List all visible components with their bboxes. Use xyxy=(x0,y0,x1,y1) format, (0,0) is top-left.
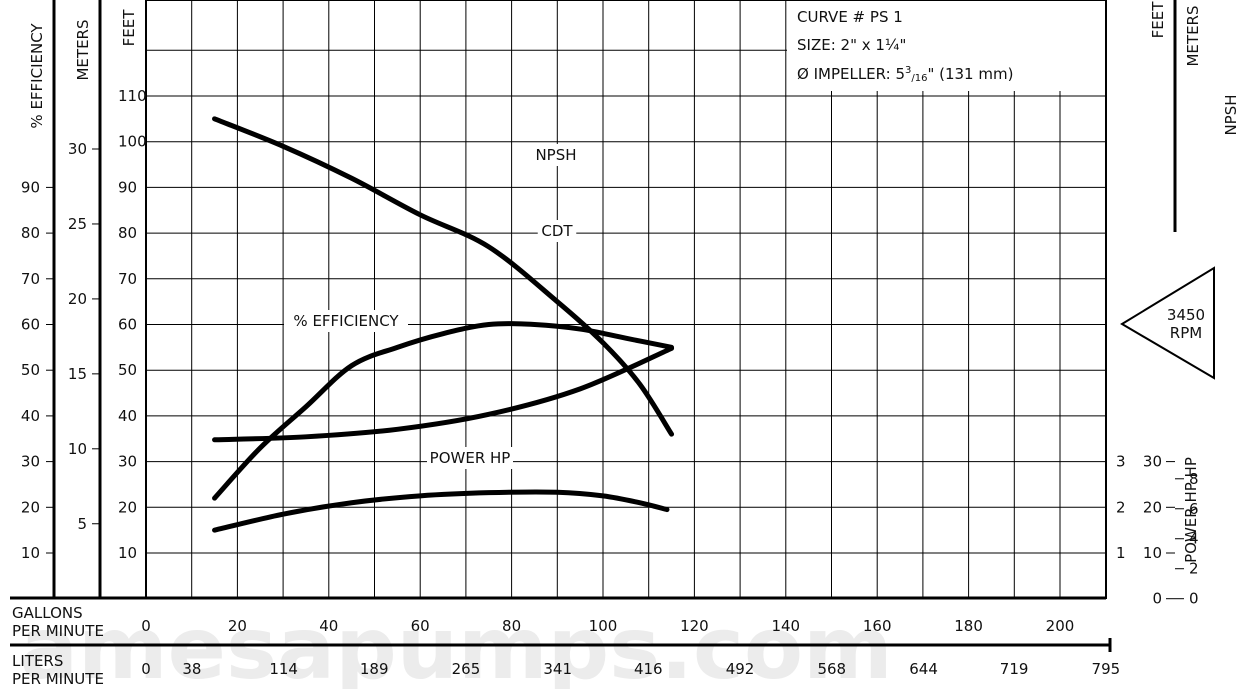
lpm-label-line1: LITERS xyxy=(12,652,63,670)
meters-axis-label: METERS xyxy=(74,19,92,80)
cdt-label: CDT xyxy=(541,222,573,240)
gpm-tick-label: 40 xyxy=(319,617,338,635)
curve-label-bg xyxy=(427,447,513,469)
lpm-tick-label: 416 xyxy=(634,660,663,678)
curve-label-bg xyxy=(532,144,580,166)
feet-tick-label: 90 xyxy=(118,178,137,196)
curves xyxy=(212,116,675,533)
meters-tick-label: 5 xyxy=(77,515,87,533)
npsh-curve xyxy=(212,345,675,443)
npsh-meters-tick-label: 4 xyxy=(1189,530,1199,548)
meters-tick-label: 10 xyxy=(68,440,87,458)
curve-label-bg xyxy=(284,310,408,332)
feet-axis-label: FEET xyxy=(120,9,138,47)
lpm-tick-label: 719 xyxy=(1000,660,1029,678)
feet-tick-label: 100 xyxy=(118,133,147,151)
npsh-meters-tick-label: 2 xyxy=(1189,560,1199,578)
efficiency-tick-label: 70 xyxy=(21,270,40,288)
rpm-unit: RPM xyxy=(1170,324,1202,342)
lpm-tick-label: 795 xyxy=(1092,660,1121,678)
efficiency-axis-label: % EFFICIENCY xyxy=(28,23,46,129)
feet-tick-label: 60 xyxy=(118,316,137,334)
gpm-tick-label: 180 xyxy=(954,617,983,635)
lpm-label-line2: PER MINUTE xyxy=(12,670,104,688)
efficiency-tick-label: 60 xyxy=(21,316,40,334)
meters-tick-label: 25 xyxy=(68,215,87,233)
rpm-triangle xyxy=(1120,266,1215,380)
power-curve-label: POWER HP xyxy=(430,449,511,467)
power-axis-label: POWER HP HP xyxy=(1182,457,1200,563)
feet-tick-label: 50 xyxy=(118,361,137,379)
lpm-tick-label: 0 xyxy=(141,660,151,678)
gpm-tick-label: 80 xyxy=(502,617,521,635)
npsh-feet-label: FEET xyxy=(1149,1,1167,39)
efficiency-tick-label: 20 xyxy=(21,498,40,516)
npsh-label: NPSH xyxy=(1222,94,1240,135)
efficiency-tick-label: 10 xyxy=(21,544,40,562)
efficiency-tick-label: 30 xyxy=(21,453,40,471)
npsh-feet-tick-label: 10 xyxy=(1143,544,1162,562)
lpm-tick-label: 189 xyxy=(360,660,389,678)
efficiency-tick-label: 90 xyxy=(21,178,40,196)
efficiency-tick-label: 50 xyxy=(21,361,40,379)
gpm-label-line2: PER MINUTE xyxy=(12,622,104,640)
gpm-tick-label: 120 xyxy=(680,617,709,635)
npsh-feet-tick-label: 30 xyxy=(1143,453,1162,471)
npsh-curve-label: NPSH xyxy=(535,146,576,164)
gpm-tick-label: 60 xyxy=(411,617,430,635)
efficiency-label: % EFFICIENCY xyxy=(293,312,399,330)
meters-tick-label: 15 xyxy=(68,365,87,383)
rpm-value: 3450 xyxy=(1167,306,1205,324)
feet-tick-label: 110 xyxy=(118,87,147,105)
gpm-tick-label: 160 xyxy=(863,617,892,635)
meters-tick-label: 20 xyxy=(68,290,87,308)
lpm-tick-label: 265 xyxy=(452,660,481,678)
tick-labels: 9080706050403020103025201510511010090807… xyxy=(21,87,1199,678)
efficiency-tick-label: 80 xyxy=(21,224,40,242)
npsh-feet-tick-label: 0 xyxy=(1152,590,1162,608)
gpm-tick-label: 200 xyxy=(1046,617,1075,635)
gpm-tick-label: 140 xyxy=(771,617,800,635)
curve-number: CURVE # PS 1 xyxy=(797,8,903,26)
efficiency-curve xyxy=(212,321,675,501)
power-tick-label: 3 xyxy=(1116,453,1126,471)
npsh-feet-tick-label: 20 xyxy=(1143,498,1162,516)
curve-label-bg xyxy=(537,220,577,242)
power-tick-label: 2 xyxy=(1116,498,1126,516)
gpm-tick-label: 100 xyxy=(589,617,618,635)
info-box-bg xyxy=(787,1,1105,91)
npsh-meters-label: METERS xyxy=(1184,5,1202,66)
feet-tick-label: 20 xyxy=(118,498,137,516)
feet-tick-label: 80 xyxy=(118,224,137,242)
pump-size: SIZE: 2" x 1¼" xyxy=(797,36,906,54)
feet-tick-label: 70 xyxy=(118,270,137,288)
npsh-meters-tick-label: 0 xyxy=(1189,590,1199,608)
lpm-tick-label: 38 xyxy=(182,660,201,678)
npsh-meters-tick-label: 6 xyxy=(1189,500,1199,518)
lpm-tick-label: 341 xyxy=(543,660,572,678)
gpm-label-line1: GALLONS xyxy=(12,604,83,622)
npsh-meters-tick-label: 8 xyxy=(1189,470,1199,488)
gpm-tick-label: 0 xyxy=(141,617,151,635)
axes xyxy=(10,0,1177,652)
lpm-tick-label: 644 xyxy=(909,660,938,678)
feet-tick-label: 10 xyxy=(118,544,137,562)
power-curve xyxy=(212,489,670,533)
power-tick-label: 1 xyxy=(1116,544,1126,562)
meters-tick-label: 30 xyxy=(68,140,87,158)
feet-tick-label: 40 xyxy=(118,407,137,425)
feet-tick-label: 30 xyxy=(118,453,137,471)
lpm-tick-label: 114 xyxy=(269,660,298,678)
impeller-diameter: Ø IMPELLER: 53/16" (131 mm) xyxy=(797,65,1013,84)
gpm-tick-label: 20 xyxy=(228,617,247,635)
lpm-tick-label: 568 xyxy=(817,660,846,678)
efficiency-tick-label: 40 xyxy=(21,407,40,425)
cdt-curve xyxy=(212,116,675,437)
lpm-tick-label: 492 xyxy=(726,660,755,678)
